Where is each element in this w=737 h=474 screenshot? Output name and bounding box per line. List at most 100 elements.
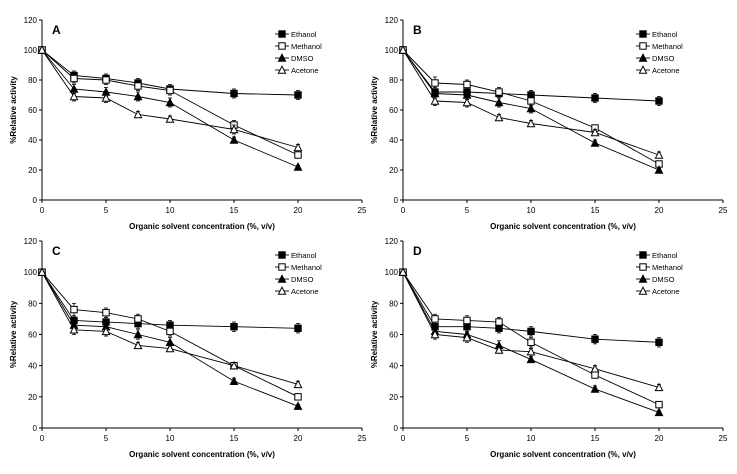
panel-label: C xyxy=(52,244,61,258)
x-tick-label: 20 xyxy=(655,206,664,215)
data-point xyxy=(70,305,78,314)
data-point xyxy=(133,340,143,350)
legend-marker xyxy=(638,53,648,62)
data-point xyxy=(495,318,503,326)
series-acetone xyxy=(398,45,664,159)
x-tick-label: 5 xyxy=(465,434,470,443)
y-tick-label: 120 xyxy=(385,237,399,246)
legend-marker xyxy=(638,65,648,74)
data-point xyxy=(229,135,239,144)
legend-marker xyxy=(278,251,286,259)
y-tick-label: 80 xyxy=(389,76,398,85)
legend-marker xyxy=(638,274,648,283)
series-dmso xyxy=(398,45,664,174)
data-point xyxy=(133,329,143,339)
y-tick-label: 20 xyxy=(389,393,398,402)
y-axis-title: %Relative activity xyxy=(370,300,379,368)
x-tick-label: 25 xyxy=(358,206,367,215)
x-tick-label: 20 xyxy=(294,434,303,443)
series-methanol xyxy=(399,46,663,168)
legend-entry-ethanol: Ethanol xyxy=(636,251,678,260)
legend-marker xyxy=(639,42,647,50)
y-axis-title: %Relative activity xyxy=(9,300,18,368)
x-tick-label: 10 xyxy=(527,434,536,443)
chart-panel-c: 0 20 40 60 80 100 120 0 5 10 15 20 25 Organic solvent… xyxy=(9,237,367,459)
series-line xyxy=(41,271,299,329)
data-point xyxy=(526,346,536,356)
data-point xyxy=(590,138,600,147)
y-tick-label: 60 xyxy=(28,331,37,340)
legend-label: DMSO xyxy=(291,54,314,63)
data-point xyxy=(463,80,471,89)
data-point xyxy=(462,332,472,342)
legend: Ethanol Methanol DMSO Acetone xyxy=(636,251,683,296)
data-point xyxy=(398,267,408,276)
legend-label: Methanol xyxy=(652,42,683,51)
data-point xyxy=(431,79,439,87)
chart-panel-d: 0 20 40 60 80 100 120 0 5 10 15 20 25 Organic solvent… xyxy=(370,237,728,459)
data-point xyxy=(654,150,664,159)
data-point xyxy=(293,142,303,152)
data-point xyxy=(293,162,303,171)
data-point xyxy=(590,384,600,393)
y-tick-label: 60 xyxy=(28,106,37,115)
legend-marker xyxy=(638,286,648,295)
legend-entry-acetone: Acetone xyxy=(275,286,319,296)
data-point xyxy=(463,316,471,325)
data-point xyxy=(102,308,110,317)
x-axis-title: Organic solvent concentration (%, v/v) xyxy=(490,222,636,231)
legend-marker xyxy=(639,30,647,38)
data-point xyxy=(165,114,175,123)
legend-label: DMSO xyxy=(652,275,675,284)
data-point xyxy=(655,400,663,409)
data-point xyxy=(654,407,664,417)
x-tick-label: 5 xyxy=(104,206,109,215)
data-point xyxy=(293,401,303,410)
legend: Ethanol Methanol DMSO Acetone xyxy=(636,30,683,75)
data-point xyxy=(462,97,472,107)
x-tick-label: 15 xyxy=(230,434,239,443)
data-point xyxy=(655,97,663,105)
data-point xyxy=(527,327,535,336)
legend-label: Methanol xyxy=(291,263,322,272)
y-axis-title: %Relative activity xyxy=(370,76,379,144)
legend-label: Acetone xyxy=(291,66,319,75)
legend-entry-dmso: DMSO xyxy=(275,274,314,284)
chart-panel-a: 0 20 40 60 80 100 120 0 5 10 15 20 25 Organic solvent… xyxy=(9,16,367,231)
legend-entry-methanol: Methanol xyxy=(636,42,683,51)
data-point xyxy=(101,93,111,102)
series-acetone xyxy=(398,267,664,392)
legend-label: Ethanol xyxy=(652,30,678,39)
data-point xyxy=(230,323,238,331)
y-tick-label: 80 xyxy=(389,299,398,308)
y-tick-label: 80 xyxy=(28,76,37,85)
data-point xyxy=(655,338,663,346)
legend-entry-ethanol: Ethanol xyxy=(275,30,317,39)
data-point xyxy=(590,363,600,373)
y-axis-title: %Relative activity xyxy=(9,76,18,144)
data-point xyxy=(654,165,664,174)
legend-label: Ethanol xyxy=(652,251,678,260)
data-point xyxy=(431,315,439,323)
legend-marker xyxy=(277,53,287,62)
y-tick-label: 120 xyxy=(24,16,38,25)
panel-label: B xyxy=(413,23,422,37)
panel-label: A xyxy=(52,23,61,37)
legend-label: Methanol xyxy=(652,263,683,272)
x-tick-label: 10 xyxy=(166,206,175,215)
legend: Ethanol Methanol DMSO Acetone xyxy=(275,251,322,296)
data-point xyxy=(398,45,408,54)
data-point xyxy=(527,97,535,105)
legend-entry-methanol: Methanol xyxy=(275,42,322,51)
y-tick-label: 0 xyxy=(394,424,399,433)
data-point xyxy=(494,112,504,122)
data-point xyxy=(165,343,175,353)
data-point xyxy=(230,89,238,98)
legend-label: Ethanol xyxy=(291,251,317,260)
y-tick-label: 0 xyxy=(33,424,38,433)
legend-entry-acetone: Acetone xyxy=(636,65,680,75)
data-point xyxy=(590,127,600,137)
x-tick-label: 15 xyxy=(230,206,239,215)
